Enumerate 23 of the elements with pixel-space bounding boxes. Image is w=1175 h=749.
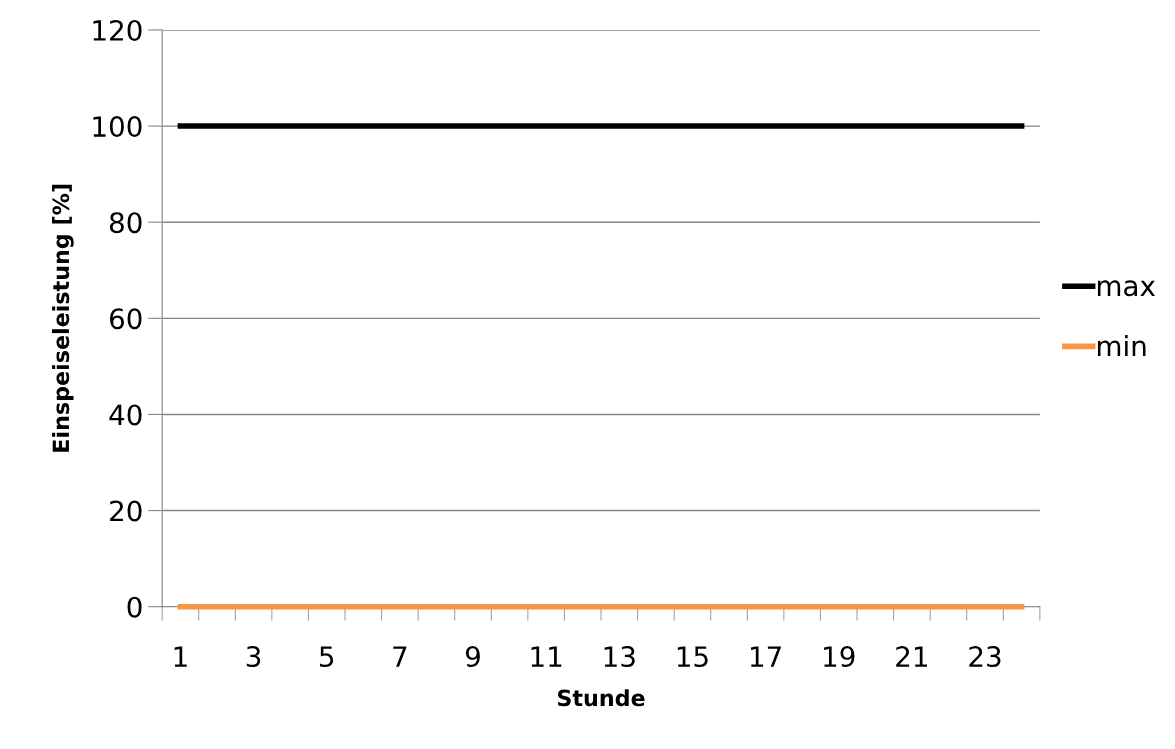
x-tick-label: 19	[824, 646, 855, 668]
y-axis-title: Einspeiseleistung [%]	[52, 184, 74, 452]
y-tick-label: 40	[109, 404, 142, 426]
x-tick-label: 9	[465, 646, 480, 668]
x-tick-label: 15	[677, 646, 708, 668]
y-tick-label: 80	[109, 212, 142, 234]
x-tick-label: 5	[320, 646, 334, 668]
x-tick-label: 17	[750, 646, 781, 667]
y-tick-label: 20	[110, 500, 142, 522]
x-tick-label: 7	[393, 646, 407, 667]
y-tick-label: 0	[127, 596, 142, 618]
y-tick-label: 60	[109, 308, 142, 330]
x-axis-title: Stunde	[557, 689, 645, 707]
x-tick-label: 3	[246, 646, 261, 668]
y-tick-label: 100	[93, 116, 142, 138]
y-tick-label: 120	[93, 19, 142, 41]
x-tick-label: 13	[604, 646, 635, 668]
x-tick-label: 11	[531, 646, 562, 667]
legend-label: min	[1097, 334, 1146, 357]
x-tick-label: 23	[969, 646, 1001, 668]
x-tick-label: 21	[896, 646, 927, 667]
x-tick-label: 1	[174, 646, 187, 667]
legend-label: max	[1097, 280, 1156, 297]
